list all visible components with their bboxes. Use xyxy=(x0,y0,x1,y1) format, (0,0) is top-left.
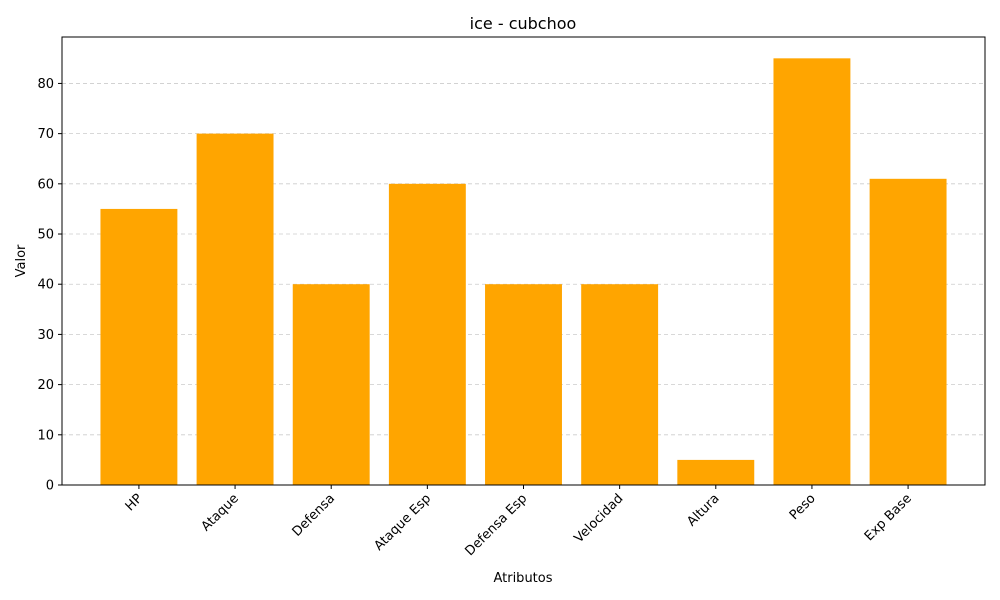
bar-defensa xyxy=(292,284,370,485)
y-axis-title: Valor xyxy=(14,244,29,277)
bar-velocidad xyxy=(581,284,659,485)
bar-altura xyxy=(677,459,755,485)
x-tick-label: Altura xyxy=(684,491,722,529)
bar-peso xyxy=(773,58,851,485)
x-tick-label: HP xyxy=(123,491,146,514)
chart-title: ice - cubchoo xyxy=(470,14,577,33)
y-tick-label: 80 xyxy=(37,77,54,92)
x-axis: HP Ataque Defensa Ataque Esp Defensa Esp Velo… xyxy=(123,485,915,559)
x-tick-label: Ataque xyxy=(199,491,242,534)
y-tick-label: 70 xyxy=(37,127,54,142)
y-tick-label: 0 xyxy=(46,479,54,494)
bar-ataque-esp xyxy=(388,183,466,485)
y-axis: 0 10 20 30 40 50 60 70 80 xyxy=(37,77,62,494)
x-tick-label: Peso xyxy=(787,491,819,523)
y-tick-label: 20 xyxy=(37,378,54,393)
bar-defensa-esp xyxy=(485,284,562,485)
x-tick-label: Ataque Esp xyxy=(372,491,435,554)
bar-exp-base xyxy=(869,178,947,485)
y-tick-label: 60 xyxy=(37,177,54,192)
y-tick-label: 40 xyxy=(37,278,54,293)
x-tick-label: Velocidad xyxy=(572,491,627,546)
x-tick-label: Exp Base xyxy=(862,491,915,544)
bar-ataque xyxy=(196,133,274,486)
bars xyxy=(100,58,947,486)
x-axis-title: Atributos xyxy=(493,571,552,586)
x-tick-label: Defensa xyxy=(290,491,338,539)
x-tick-label: Defensa Esp xyxy=(462,491,530,559)
y-tick-label: 30 xyxy=(37,328,54,343)
y-tick-label: 50 xyxy=(37,228,54,243)
y-tick-label: 10 xyxy=(37,428,54,443)
bar-hp xyxy=(100,208,178,485)
